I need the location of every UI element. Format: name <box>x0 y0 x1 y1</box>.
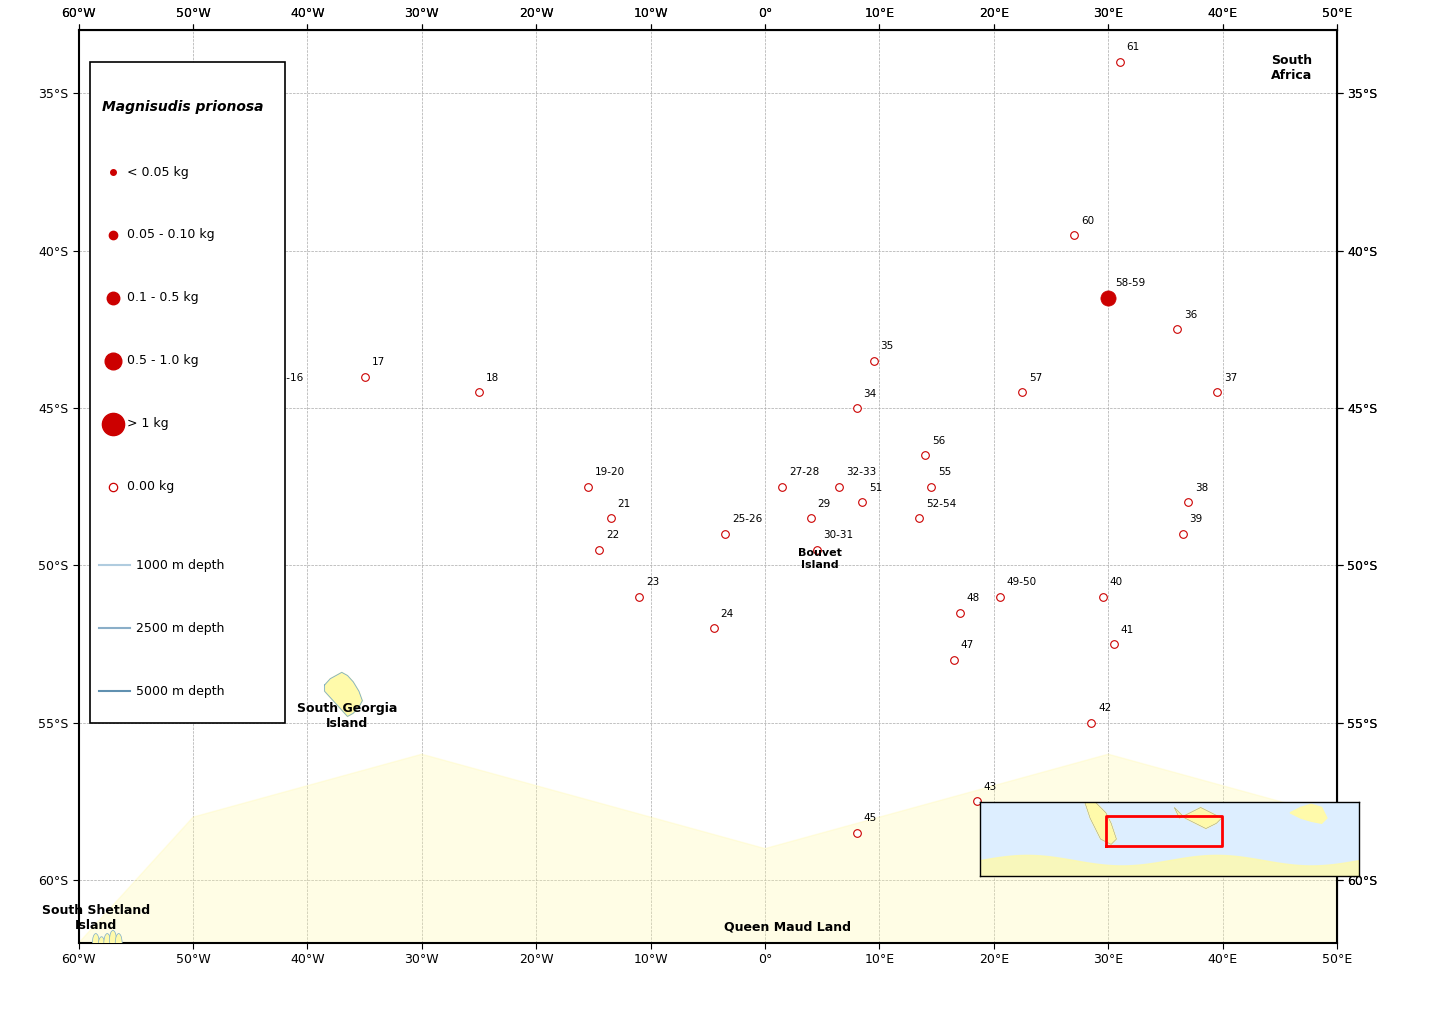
Text: 34: 34 <box>864 388 877 399</box>
Text: 44: 44 <box>1030 845 1042 855</box>
Text: 24: 24 <box>721 608 734 619</box>
Text: 22: 22 <box>606 530 619 540</box>
Text: 36: 36 <box>1184 310 1197 320</box>
Text: 39: 39 <box>1190 514 1203 524</box>
Point <box>216 690 239 706</box>
Circle shape <box>104 934 110 952</box>
Text: 49-50: 49-50 <box>1007 577 1037 587</box>
Text: Bouvet
Island: Bouvet Island <box>798 549 842 570</box>
Text: 47: 47 <box>961 641 974 650</box>
Text: 38: 38 <box>1195 483 1208 493</box>
Text: 0.1 - 0.5 kg: 0.1 - 0.5 kg <box>127 291 199 304</box>
Text: 30-31: 30-31 <box>824 530 854 540</box>
Text: 43: 43 <box>984 782 997 792</box>
Text: 35: 35 <box>881 342 894 352</box>
Text: 61: 61 <box>1127 43 1140 53</box>
Point <box>1097 290 1120 306</box>
Text: 60: 60 <box>1081 216 1094 225</box>
Text: 58-59: 58-59 <box>1115 279 1145 288</box>
Text: 29: 29 <box>818 499 831 509</box>
Text: 1-14: 1-14 <box>240 672 263 681</box>
Text: 52-54: 52-54 <box>927 499 957 509</box>
Circle shape <box>93 934 99 952</box>
Text: > 1 kg: > 1 kg <box>127 418 169 430</box>
Text: 56: 56 <box>932 436 945 446</box>
Text: 42: 42 <box>1098 704 1111 713</box>
Text: 23: 23 <box>646 577 659 587</box>
Text: 1000 m depth: 1000 m depth <box>136 559 225 572</box>
Text: 25-26: 25-26 <box>732 514 762 524</box>
Text: 0.05 - 0.10 kg: 0.05 - 0.10 kg <box>127 228 214 241</box>
Text: 41: 41 <box>1121 625 1134 635</box>
Text: 32-33: 32-33 <box>847 467 877 478</box>
FancyBboxPatch shape <box>90 62 285 723</box>
Text: 46: 46 <box>995 829 1008 840</box>
Text: 0.5 - 1.0 kg: 0.5 - 1.0 kg <box>127 354 199 367</box>
Polygon shape <box>1085 802 1117 845</box>
Text: 55: 55 <box>938 467 951 478</box>
Text: South Shetland
Island: South Shetland Island <box>41 903 150 932</box>
Text: 2500 m depth: 2500 m depth <box>136 622 225 635</box>
Text: South
Africa: South Africa <box>1271 54 1311 82</box>
Text: Queen Maud Land: Queen Maud Land <box>725 921 851 934</box>
Polygon shape <box>1174 807 1221 828</box>
Polygon shape <box>1290 804 1327 823</box>
Text: 57: 57 <box>1030 373 1042 383</box>
Text: Magnisudis prionosa: Magnisudis prionosa <box>102 99 263 114</box>
Text: 40: 40 <box>1110 577 1123 587</box>
Text: 19-20: 19-20 <box>595 467 625 478</box>
Polygon shape <box>325 672 362 717</box>
Text: 0.00 kg: 0.00 kg <box>127 481 174 493</box>
Text: 45: 45 <box>864 813 877 823</box>
Polygon shape <box>79 754 1337 943</box>
Text: 37: 37 <box>1224 373 1237 383</box>
Text: 48: 48 <box>967 593 980 603</box>
Text: < 0.05 kg: < 0.05 kg <box>127 165 189 178</box>
Text: 21: 21 <box>618 499 631 509</box>
Text: 27-28: 27-28 <box>789 467 819 478</box>
Circle shape <box>99 937 104 955</box>
Text: 1-14: 1-14 <box>235 678 257 689</box>
Circle shape <box>110 931 116 949</box>
Circle shape <box>116 934 122 952</box>
Text: 18: 18 <box>486 373 499 383</box>
Text: 5000 m depth: 5000 m depth <box>136 684 225 698</box>
Text: 15-16: 15-16 <box>275 373 305 383</box>
Text: South Georgia
Island: South Georgia Island <box>297 703 398 730</box>
Text: 51: 51 <box>869 483 882 493</box>
Text: 17: 17 <box>372 357 385 367</box>
